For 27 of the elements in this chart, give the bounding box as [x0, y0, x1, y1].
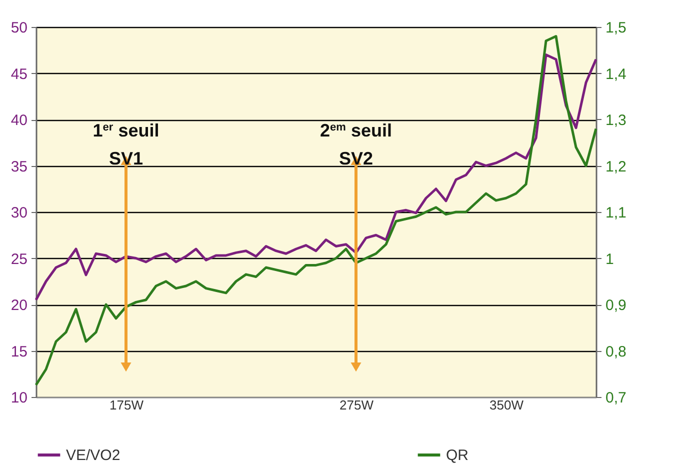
legend-label: QR — [446, 447, 469, 464]
y-tick-label: 45 — [10, 66, 28, 83]
line-series — [34, 35, 598, 386]
y-tick-label: 20 — [10, 297, 28, 314]
y2-tick-label: 0,8 — [606, 343, 626, 360]
y2-tick-label: 1,4 — [606, 66, 626, 83]
y-tick-label: 30 — [10, 204, 28, 222]
y2-tick-label: 1 — [606, 250, 614, 268]
legend-label: VE/VO2 — [66, 447, 120, 464]
y-tick-label: 40 — [10, 112, 28, 129]
y-tick-label: 35 — [10, 158, 28, 176]
y2-tick-label: 0,7 — [606, 390, 626, 406]
y-tick-label: 10 — [10, 390, 28, 406]
x-tick-label: 275W — [340, 398, 374, 412]
y2-tick-label: 1,3 — [606, 112, 626, 129]
y2-tick-label: 1,5 — [606, 20, 626, 36]
y2-tick-label: 0,9 — [606, 297, 626, 314]
x-tick-label: 175W — [110, 398, 144, 412]
line-series — [34, 54, 598, 302]
y2-tick-label: 1,1 — [606, 204, 626, 222]
y-tick-label: 25 — [10, 250, 28, 268]
ref-line-label: 1$^{er}$ seuil SV1 — [92, 120, 160, 168]
y-tick-label: 15 — [10, 343, 28, 360]
x-tick-label: 350W — [490, 398, 524, 412]
y-tick-label: 50 — [10, 20, 28, 36]
ref-line-label: 2$^{em}$ seuil SV2 — [320, 120, 392, 168]
y2-tick-label: 1,2 — [606, 158, 626, 176]
